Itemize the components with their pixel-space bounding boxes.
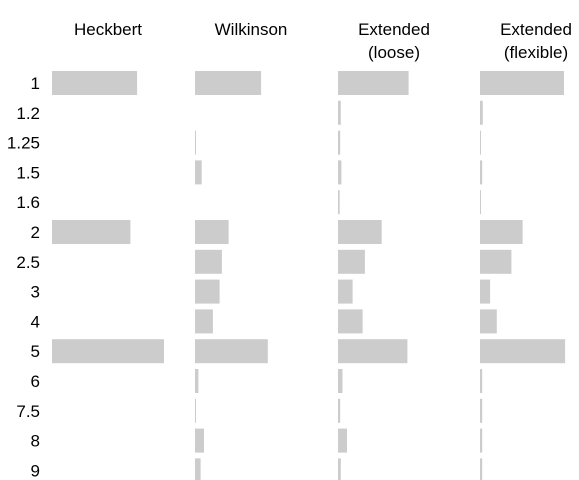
category-label: 3 (31, 283, 40, 302)
bar (480, 339, 566, 364)
category-label: 7.5 (16, 402, 40, 421)
panel-titles: Heckbert Wilkinson Extended (loose) Extended… (74, 20, 572, 62)
bar (480, 249, 512, 274)
category-label: 9 (31, 461, 40, 480)
panel-title: (flexible) (504, 43, 568, 62)
panel-title: Extended (358, 20, 430, 39)
bar (195, 339, 268, 364)
bar (195, 130, 196, 155)
bar (52, 71, 138, 95)
category-label: 6 (31, 372, 40, 391)
bar (195, 71, 262, 95)
bar (338, 458, 341, 480)
bar (480, 71, 564, 95)
bar (338, 71, 409, 95)
bar (195, 398, 196, 423)
bar (480, 190, 481, 215)
bar (480, 398, 483, 423)
bars (52, 71, 566, 480)
bar (338, 100, 341, 125)
bar (52, 339, 164, 364)
bar (480, 309, 497, 334)
bar (338, 160, 342, 185)
bar (338, 369, 343, 393)
category-label: 1.6 (16, 193, 40, 212)
category-label: 1.2 (16, 104, 40, 123)
panel-title: (loose) (368, 43, 420, 62)
bar (195, 249, 222, 274)
bar (338, 220, 382, 244)
category-labels: 1 1.2 1.25 1.5 1.6 2 2.5 3 4 5 6 7.5 8 9 (7, 74, 40, 480)
bar (480, 279, 491, 304)
panel-title: Wilkinson (215, 20, 288, 39)
category-label: 2 (31, 223, 40, 242)
bar (480, 130, 481, 155)
bar (480, 458, 483, 480)
bar (195, 160, 202, 185)
panel-title: Heckbert (74, 20, 142, 39)
bar (338, 398, 341, 423)
bar (338, 339, 408, 364)
bar (195, 279, 220, 304)
bar (195, 309, 213, 334)
panel-title: Extended (500, 20, 572, 39)
bar (480, 220, 523, 244)
category-label: 1.5 (16, 163, 40, 182)
category-label: 1.25 (7, 134, 40, 153)
bar (480, 428, 483, 453)
bar (338, 279, 353, 304)
bar (195, 220, 229, 244)
bar (195, 428, 204, 453)
category-label: 8 (31, 432, 40, 451)
bar (338, 190, 340, 215)
bar (338, 428, 347, 453)
bar (480, 160, 483, 185)
bar (338, 309, 363, 334)
bar (480, 369, 483, 393)
bar (338, 249, 365, 274)
category-label: 5 (31, 342, 40, 361)
bar (52, 220, 131, 244)
bar (480, 100, 483, 125)
category-label: 4 (31, 312, 40, 331)
bar (195, 458, 201, 480)
bar (338, 130, 341, 155)
category-label: 2.5 (16, 253, 40, 272)
bar (195, 369, 199, 393)
category-label: 1 (31, 74, 40, 93)
